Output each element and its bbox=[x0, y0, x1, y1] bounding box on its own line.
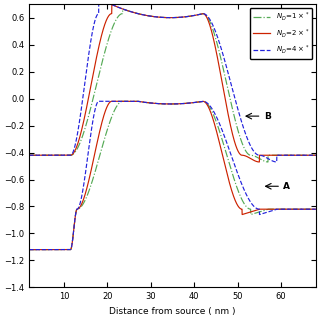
X-axis label: Distance from source ( nm ): Distance from source ( nm ) bbox=[109, 307, 236, 316]
Text: A: A bbox=[283, 182, 290, 191]
Text: B: B bbox=[264, 112, 271, 121]
Legend: $N_D\!=\!1\times^*$, $N_D\!=\!2\times^*$, $N_D\!=\!4\times^*$: $N_D\!=\!1\times^*$, $N_D\!=\!2\times^*$… bbox=[250, 8, 312, 59]
